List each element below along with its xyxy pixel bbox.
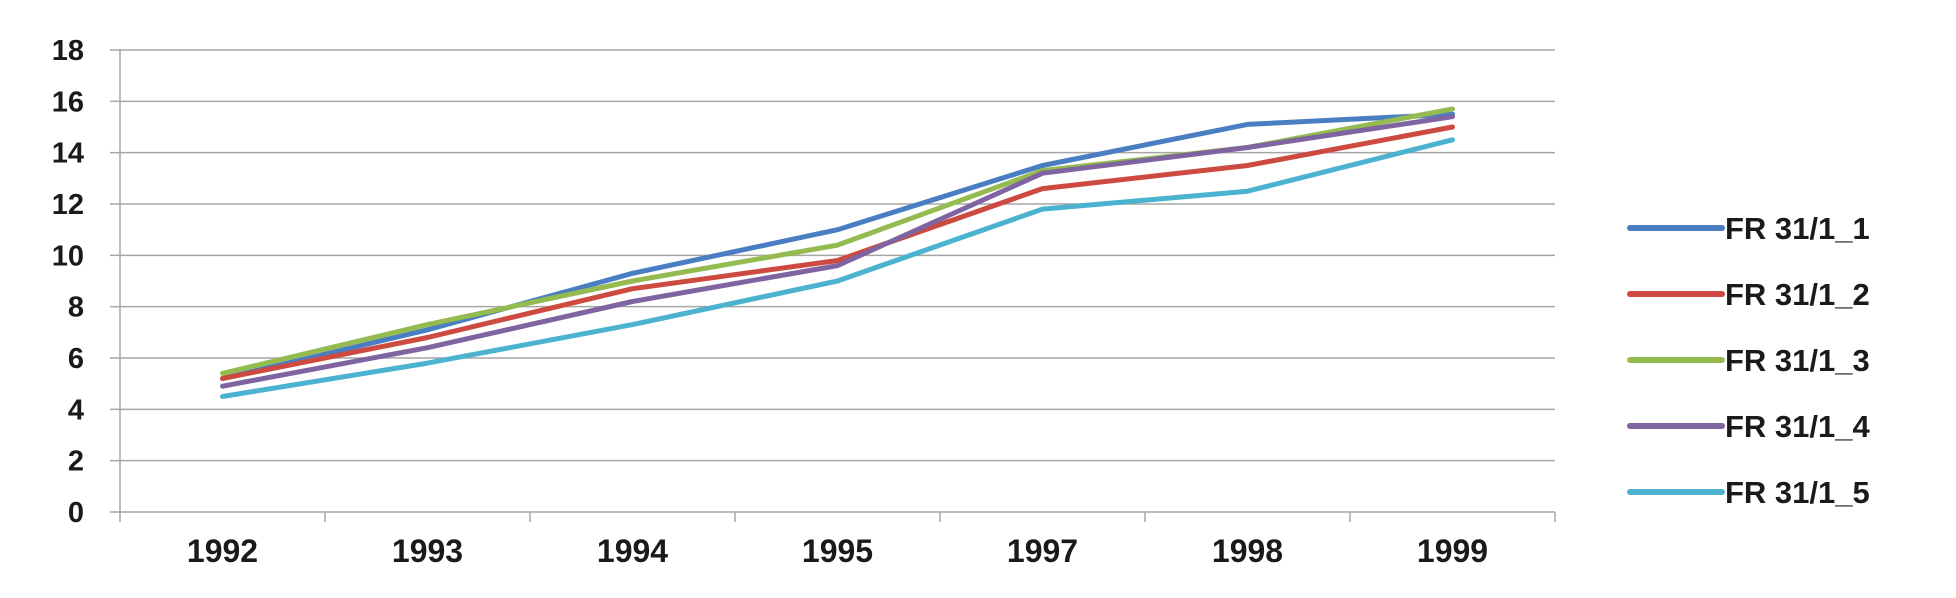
x-tick-label: 1994 bbox=[597, 533, 668, 569]
series-line-4 bbox=[220, 114, 1455, 389]
x-tick-label: 1999 bbox=[1417, 533, 1488, 569]
y-tick-label: 14 bbox=[52, 138, 84, 170]
legend-label-4: FR 31/1_4 bbox=[1725, 409, 1871, 444]
x-tick-label: 1997 bbox=[1007, 533, 1078, 569]
series-line-1 bbox=[220, 111, 1455, 381]
gridlines bbox=[120, 49, 1555, 462]
y-tick-label: 18 bbox=[52, 35, 84, 67]
y-tick-label: 8 bbox=[68, 292, 84, 324]
axes: 0 2 4 6 8 10 12 14 16 18 1992 1993 1994 1995 1997 1998 1… bbox=[52, 35, 1556, 569]
y-tick-label: 2 bbox=[68, 446, 84, 478]
y-tick-label: 6 bbox=[68, 343, 84, 375]
legend-label-2: FR 31/1_2 bbox=[1725, 277, 1870, 312]
legend: FR 31/1_1 FR 31/1_2 FR 31/1_3 FR 31/1_4 FR 3… bbox=[1627, 211, 1871, 510]
legend-label-1: FR 31/1_1 bbox=[1725, 211, 1870, 246]
series-lines bbox=[220, 106, 1455, 399]
y-tick-label: 12 bbox=[52, 189, 84, 221]
y-tick-label: 0 bbox=[68, 497, 84, 529]
y-tick-label: 16 bbox=[52, 86, 84, 118]
legend-label-5: FR 31/1_5 bbox=[1725, 475, 1870, 510]
x-tick-label: 1998 bbox=[1212, 533, 1283, 569]
y-tick-label: 10 bbox=[52, 240, 84, 272]
x-tick-label: 1995 bbox=[802, 533, 873, 569]
series-line-5 bbox=[220, 137, 1455, 399]
x-tick-label: 1992 bbox=[187, 533, 258, 569]
x-tick-label: 1993 bbox=[392, 533, 463, 569]
legend-label-3: FR 31/1_3 bbox=[1725, 343, 1870, 378]
series-line-2 bbox=[220, 124, 1455, 381]
y-tick-label: 4 bbox=[68, 394, 84, 426]
